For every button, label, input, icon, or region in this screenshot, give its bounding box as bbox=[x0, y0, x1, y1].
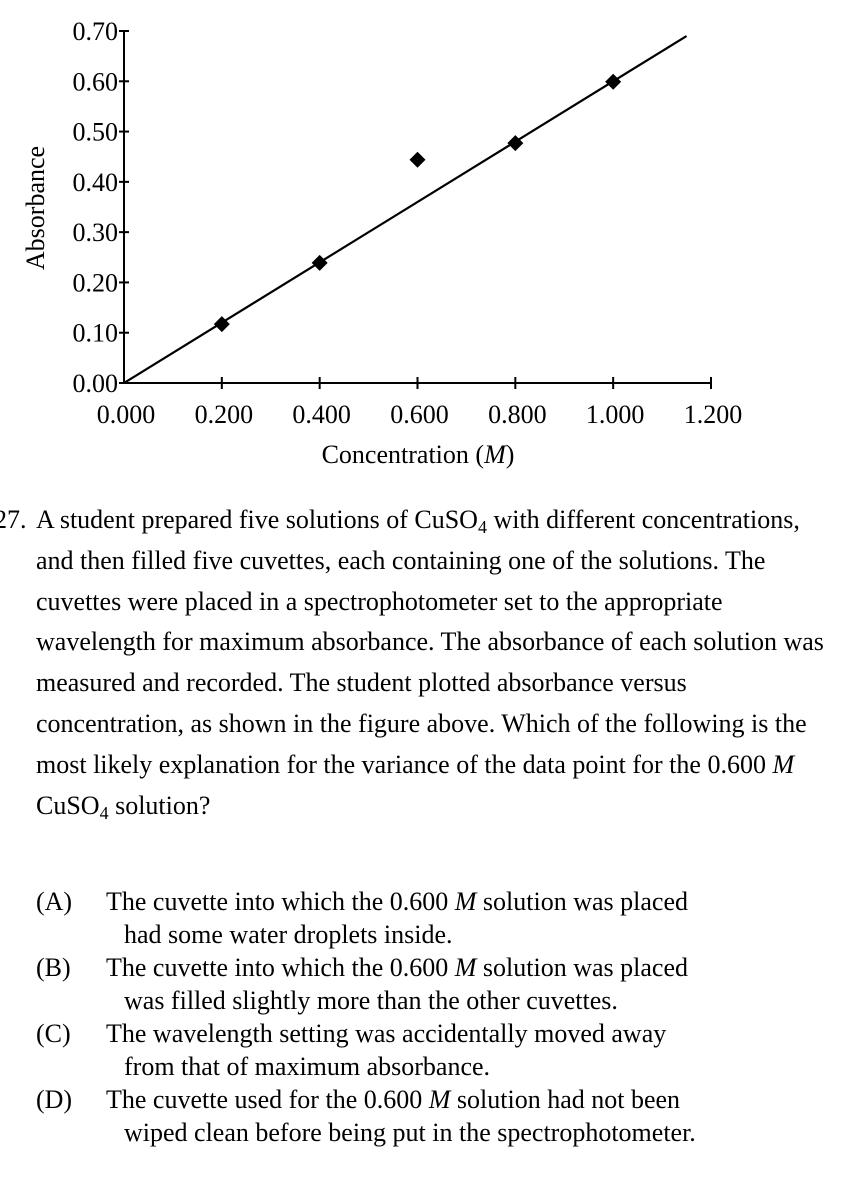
choice-a-line2: had some water droplets inside. bbox=[124, 920, 453, 949]
y-tick-label: 0.60 bbox=[73, 67, 119, 96]
x-axis-title: Concentration (M) bbox=[322, 440, 515, 469]
x-tick-label: 0.600 bbox=[390, 400, 449, 429]
choice-letter: (A) bbox=[36, 887, 73, 916]
choice-letter: (D) bbox=[36, 1085, 73, 1114]
data-point bbox=[605, 73, 622, 90]
choice-letter: (B) bbox=[36, 953, 71, 982]
data-points bbox=[213, 73, 622, 333]
question: 27. A student prepared five solutions of… bbox=[0, 500, 865, 1147]
y-tick-label: 0.30 bbox=[73, 218, 119, 247]
y-tick-label: 0.00 bbox=[73, 369, 119, 398]
y-tick-label: 0.40 bbox=[73, 168, 119, 197]
x-tick-label: 0.800 bbox=[488, 400, 547, 429]
choice-c-line2: from that of maximum absorbance. bbox=[124, 1052, 491, 1081]
data-point bbox=[213, 316, 230, 333]
y-tick-label: 0.50 bbox=[73, 118, 119, 147]
x-tick-label: 0.000 bbox=[97, 400, 156, 429]
x-tick-label: 1.200 bbox=[684, 400, 743, 429]
x-axis-ticks: 0.000 0.200 0.400 0.600 0.800 1.000 1.200 bbox=[97, 377, 743, 429]
y-tick-label: 0.70 bbox=[73, 17, 119, 46]
choice-d-line2: wiped clean before being put in the spec… bbox=[124, 1118, 696, 1147]
data-point bbox=[507, 135, 524, 152]
choice-b-line2: was filled slightly more than the other … bbox=[124, 986, 618, 1015]
data-point bbox=[409, 151, 426, 168]
x-tick-label: 0.400 bbox=[292, 400, 351, 429]
answer-choices: (A) The cuvette into which the 0.600 M s… bbox=[36, 885, 856, 1149]
absorbance-chart: 0.000.100.200.300.400.500.600.70 0.000 0.… bbox=[21, 17, 743, 469]
choice-b[interactable]: (B) The cuvette into which the 0.600 M s… bbox=[36, 951, 856, 1017]
x-tick-label: 0.200 bbox=[195, 400, 254, 429]
x-tick-label: 1.000 bbox=[586, 400, 645, 429]
question-number: 27. bbox=[0, 505, 27, 534]
question-stem: A student prepared five solutions of CuS… bbox=[36, 505, 824, 823]
trendline bbox=[123, 35, 688, 384]
choice-d[interactable]: (D) The cuvette used for the 0.600 M sol… bbox=[36, 1083, 856, 1149]
choice-letter: (C) bbox=[36, 1019, 71, 1048]
y-tick-label: 0.10 bbox=[73, 319, 119, 348]
y-tick-label: 0.20 bbox=[73, 268, 119, 297]
data-point bbox=[311, 254, 328, 271]
y-axis-ticks: 0.00 0.10 0.20 0.30 0.40 0.50 0.60 0.70 bbox=[73, 17, 129, 398]
choice-a[interactable]: (A) The cuvette into which the 0.600 M s… bbox=[36, 885, 856, 951]
y-axis-title: Absorbance bbox=[21, 146, 50, 270]
choice-c[interactable]: (C) The wavelength setting was accidenta… bbox=[36, 1017, 856, 1083]
